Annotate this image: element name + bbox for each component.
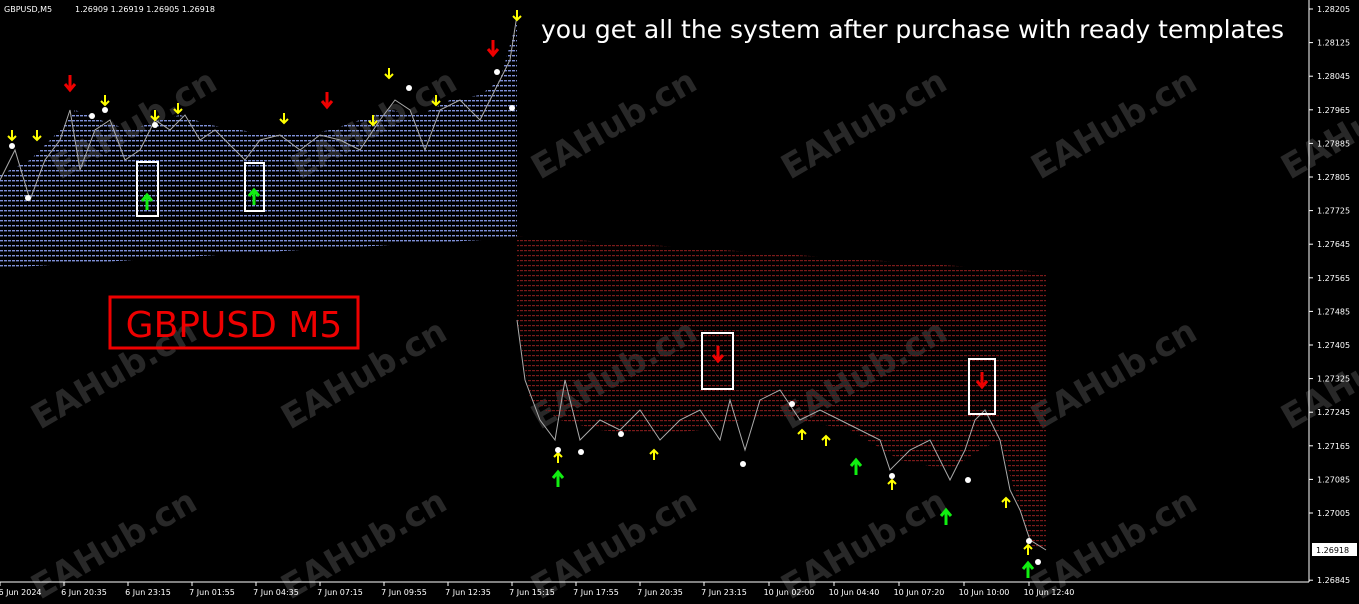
white-dots <box>9 69 1041 565</box>
time-label: 7 Jun 12:35 <box>445 588 491 597</box>
time-label: 10 Jun 02:00 <box>764 588 815 597</box>
price-label: 1.26845 <box>1317 576 1350 585</box>
time-label: 10 Jun 04:40 <box>829 588 880 597</box>
price-line-left <box>0 14 518 202</box>
time-label: 10 Jun 10:00 <box>959 588 1010 597</box>
time-label: 10 Jun 12:40 <box>1024 588 1075 597</box>
time-label: 6 Jun 2024 <box>0 588 42 597</box>
price-label: 1.28045 <box>1317 72 1350 81</box>
time-label: 10 Jun 07:20 <box>894 588 945 597</box>
time-label: 7 Jun 09:55 <box>381 588 427 597</box>
price-label: 1.27165 <box>1317 442 1350 451</box>
watermark: EAHub.cn <box>1025 481 1204 604</box>
price-label: 1.27245 <box>1317 408 1350 417</box>
price-label: 1.27725 <box>1317 207 1350 216</box>
quote: 1.26909 1.26919 1.26905 1.26918 <box>75 5 215 14</box>
label-box-text: GBPUSD M5 <box>126 305 343 346</box>
price-label: 1.27325 <box>1317 375 1350 384</box>
time-label: 7 Jun 07:15 <box>317 588 363 597</box>
watermark: EAHub.cn <box>275 481 454 604</box>
watermark: EAHub.cn <box>25 481 204 604</box>
watermark: EAHub.cn <box>775 481 954 604</box>
watermark: EAHub.cn <box>1025 311 1204 438</box>
highlight-boxes <box>136 161 996 415</box>
price-label: 1.28205 <box>1317 5 1350 14</box>
price-label: 1.27965 <box>1317 106 1350 115</box>
price-label: 1.27565 <box>1317 274 1350 283</box>
time-label: 7 Jun 20:35 <box>637 588 683 597</box>
time-label: 7 Jun 23:15 <box>701 588 747 597</box>
price-label: 1.27005 <box>1317 509 1350 518</box>
time-label: 7 Jun 17:55 <box>573 588 619 597</box>
time-label: 6 Jun 23:15 <box>125 588 171 597</box>
time-label: 7 Jun 04:35 <box>253 588 299 597</box>
price-label: 1.27405 <box>1317 341 1350 350</box>
price-label: 1.27805 <box>1317 173 1350 182</box>
time-label: 7 Jun 01:55 <box>189 588 235 597</box>
label-box-frame <box>108 295 360 350</box>
price-label: 1.27645 <box>1317 240 1350 249</box>
watermark: EAHub.cn <box>525 481 704 604</box>
price-label: 1.27085 <box>1317 475 1350 484</box>
blue-band <box>0 20 517 268</box>
price-label: 1.27885 <box>1317 139 1350 148</box>
current-price: 1.26918 <box>1316 546 1349 555</box>
current-price-box <box>1312 543 1357 556</box>
time-label: 6 Jun 20:35 <box>61 588 107 597</box>
watermark: EAHub.cn <box>1025 61 1204 188</box>
price-label: 1.28125 <box>1317 39 1350 48</box>
symbol: GBPUSD,M5 <box>4 5 52 14</box>
watermark: EAHub.cn <box>775 61 954 188</box>
watermark: EAHub.cn <box>525 61 704 188</box>
signal-arrows <box>63 40 1035 578</box>
overlay-text: you get all the system after purchase wi… <box>541 15 1284 44</box>
time-axis: 6 Jun 2024 6 Jun 20:35 6 Jun 23:15 7 Jun 01… <box>0 582 1074 597</box>
yellow-arrows <box>7 10 1033 555</box>
price-label: 1.27485 <box>1317 307 1350 316</box>
price-axis: 1.28205 1.28125 1.28045 1.27965 1.27885 1.278… <box>1309 5 1350 585</box>
time-label: 7 Jun 15:15 <box>509 588 555 597</box>
